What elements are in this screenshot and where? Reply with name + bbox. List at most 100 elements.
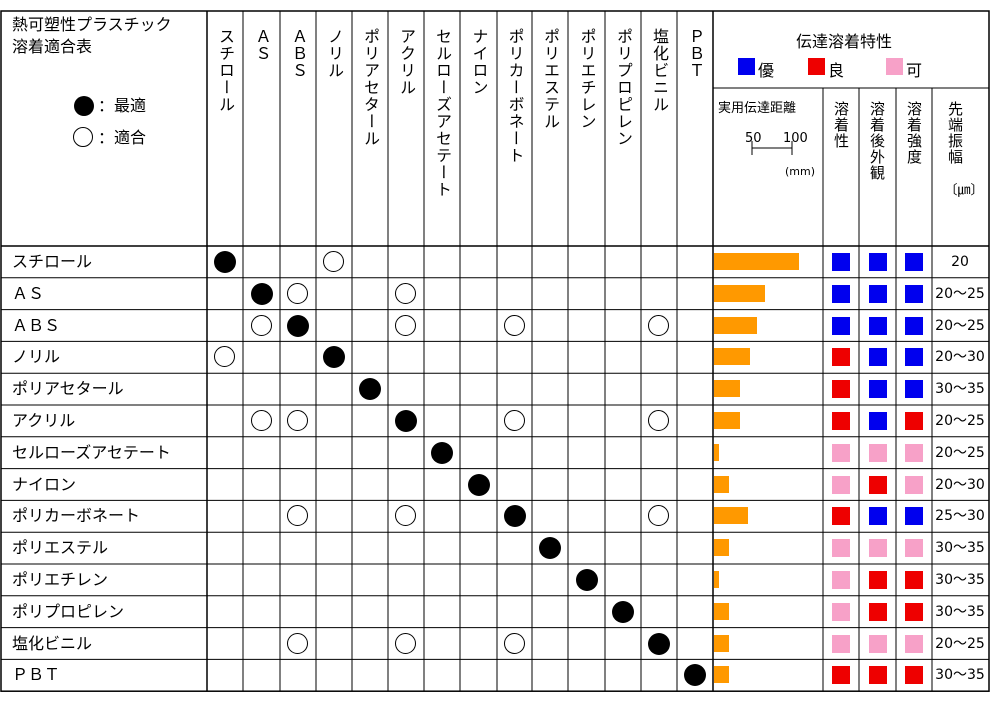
ok-mark-icon (214, 346, 235, 368)
column-header: ポリプロピレン (614, 28, 633, 147)
distance-bar (714, 411, 740, 429)
grade-square (905, 570, 923, 589)
title-line-1: 熱可塑性プラスチック (12, 15, 172, 34)
ok-mark-icon (503, 409, 525, 431)
distance-bar (714, 284, 765, 302)
distance-bar (714, 602, 730, 620)
grade-square (832, 380, 850, 399)
amplitude-value: 20～25 (935, 285, 985, 302)
grade-square (905, 348, 923, 367)
amplitude-value: 20～25 (935, 317, 985, 334)
best-mark-icon (467, 473, 490, 496)
row-label: スチロール (12, 251, 93, 271)
column-header: セルローズアセテート (433, 28, 452, 198)
grade-square (832, 252, 850, 271)
grade-square (832, 570, 850, 589)
distance-bar (714, 252, 799, 270)
grade-square (832, 539, 850, 558)
grade-square (905, 666, 923, 685)
row-label: ポリプロピレン (12, 601, 125, 621)
grade-square (868, 380, 887, 399)
grade-square (868, 252, 887, 271)
amplitude-value: 20～25 (935, 635, 985, 652)
grade-square (905, 284, 923, 303)
ok-mark-icon (395, 632, 416, 654)
best-mark-icon (612, 600, 634, 623)
row-label: アクリル (12, 410, 76, 430)
amplitude-value: 25～30 (935, 508, 985, 525)
grade-square (832, 666, 850, 685)
distance-tick-100: 100 (783, 131, 808, 146)
grade-square (868, 634, 887, 653)
welding-characteristics-header: 伝達溶着特性 (796, 32, 893, 51)
distance-bar (714, 570, 720, 588)
distance-bar (714, 475, 730, 493)
grade-swatch-icon (808, 58, 825, 75)
grade-label: 良 (828, 61, 845, 80)
ok-label: ：適合 (98, 128, 147, 147)
grade-square (868, 316, 887, 335)
grade-label: 優 (758, 61, 775, 80)
grade-square (905, 443, 923, 462)
column-header: 塩化ビニル (650, 28, 669, 113)
amplitude-header: 先端振幅 (946, 101, 964, 165)
amplitude-unit: 〔㎛〕 (944, 183, 984, 198)
best-mark-icon (214, 250, 236, 273)
grade-square (905, 634, 923, 653)
distance-unit: (mm) (785, 165, 816, 178)
grade-square (905, 411, 923, 430)
best-mark-icon (323, 346, 345, 369)
column-header: ポリカーボネート (505, 28, 525, 164)
distance-bar (714, 507, 748, 525)
amplitude-value: 30～35 (935, 381, 985, 398)
column-header: ナイロン (469, 28, 489, 96)
row-label: ＡＳ (12, 283, 45, 303)
ok-mark-icon (395, 314, 416, 336)
column-header: ポリアセタール (361, 28, 380, 147)
grade-swatch-icon (886, 58, 903, 75)
ok-mark-icon (395, 505, 416, 527)
amplitude-value: 20～25 (935, 412, 985, 429)
grade-square (905, 507, 923, 526)
grade-square (832, 411, 850, 430)
grade-square (868, 284, 887, 303)
row-label: セルローズアセテート (12, 442, 171, 462)
grade-square (905, 252, 923, 271)
distance-bar (714, 316, 757, 334)
amplitude-value: 20～30 (935, 349, 985, 366)
row-label: ノリル (12, 347, 61, 367)
amplitude-value: 30～35 (935, 603, 985, 620)
row-label: ポリカーボネート (12, 506, 141, 526)
column-header: アクリル (397, 28, 416, 96)
best-mark-icon (684, 664, 706, 687)
column-header: ポリエステル (541, 28, 560, 130)
row-label: ポリエチレン (12, 569, 109, 589)
ok-mark-icon (648, 409, 669, 431)
grade-square (868, 475, 887, 494)
grade-square (868, 570, 887, 589)
distance-bar (714, 634, 730, 652)
ok-mark-icon (287, 505, 308, 527)
grade-square (832, 507, 850, 526)
ok-mark-icon (395, 282, 416, 304)
grade-square (905, 539, 923, 558)
grade-square (905, 475, 923, 494)
best-mark-icon (74, 96, 94, 116)
best-label: ：最適 (98, 96, 147, 115)
attribute-header: 溶着強度 (905, 101, 923, 165)
ok-mark-icon (503, 632, 525, 654)
distance-bar (714, 380, 740, 398)
column-header: スチロール (216, 28, 235, 113)
column-header: ＡＳ (252, 28, 272, 62)
best-mark-icon (648, 632, 670, 655)
attribute-header: 溶着性 (832, 101, 850, 149)
row-label: ナイロン (12, 474, 77, 494)
ok-mark-icon (287, 282, 308, 304)
grade-square (905, 602, 923, 621)
ok-mark-icon (287, 409, 308, 431)
ok-mark-icon (250, 314, 272, 336)
distance-bar (714, 348, 750, 366)
grade-square (832, 443, 850, 462)
ok-mark-icon (287, 632, 308, 654)
